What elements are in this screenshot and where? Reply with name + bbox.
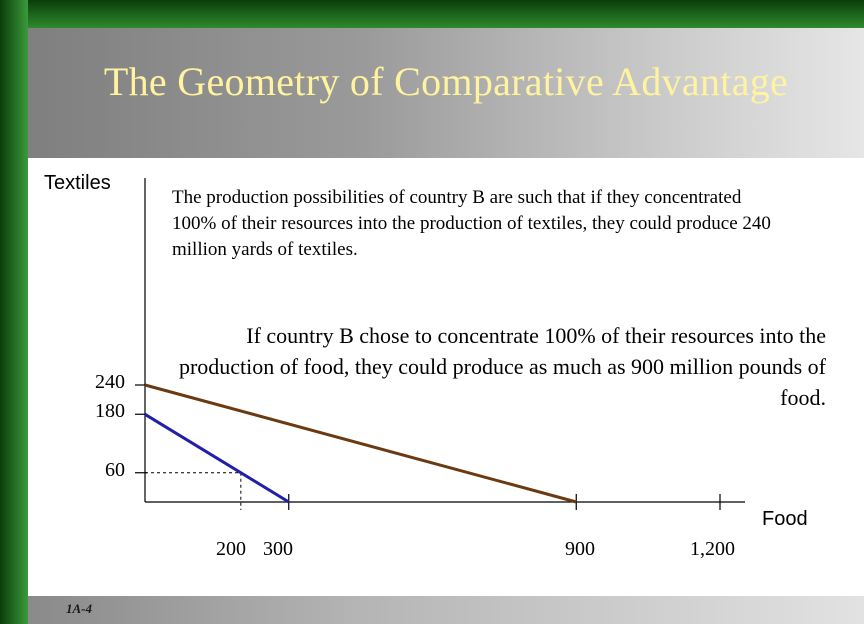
x-tick-label: 200 (216, 538, 246, 560)
frame-left-border (0, 0, 28, 624)
footer-band (28, 596, 864, 624)
x-tick-label: 900 (565, 538, 595, 560)
title-band: The Geometry of Comparative Advantage (28, 28, 864, 158)
slide-number: 1A-4 (66, 601, 92, 616)
x-tick-label: 1,200 (690, 538, 735, 560)
y-tick-label: 240 (95, 371, 125, 393)
ppf-line-country-b (144, 383, 577, 504)
slide-title: The Geometry of Comparative Advantage (103, 59, 789, 104)
textiles-explanation: The production possibilities of country … (172, 187, 771, 260)
slide-canvas: The Geometry of Comparative Advantage 1A… (28, 28, 864, 624)
x-axis-label: Food (762, 508, 808, 530)
y-tick-label: 180 (95, 400, 125, 423)
frame-top-border (0, 0, 864, 28)
y-axis-label: Textiles (44, 172, 111, 194)
ppf-line-country-a (144, 413, 290, 504)
y-tick-label: 60 (105, 458, 125, 481)
food-explanation: If country B chose to concentrate 100% o… (178, 323, 826, 410)
x-tick-label: 300 (263, 538, 293, 560)
